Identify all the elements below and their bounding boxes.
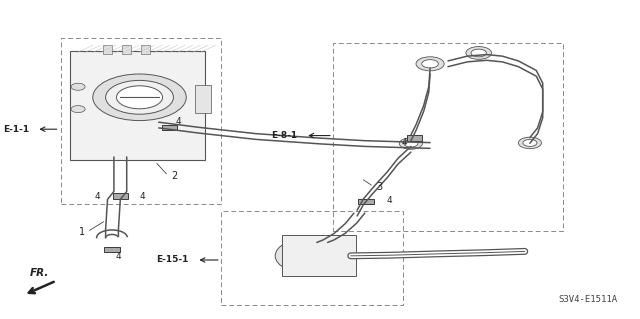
Text: 3: 3 [376, 182, 382, 192]
Text: S3V4-E1511A: S3V4-E1511A [559, 295, 618, 304]
Bar [162, 125, 177, 130]
FancyBboxPatch shape [282, 235, 356, 276]
Text: 1: 1 [79, 227, 85, 237]
Circle shape [294, 247, 330, 265]
Circle shape [71, 106, 85, 113]
Circle shape [71, 83, 85, 90]
Bar [104, 247, 120, 252]
Bar [333, 43, 563, 231]
FancyBboxPatch shape [195, 85, 211, 113]
Bar [122, 45, 131, 54]
Circle shape [471, 49, 486, 57]
Circle shape [275, 237, 349, 274]
Circle shape [399, 138, 422, 149]
Circle shape [422, 60, 438, 68]
Circle shape [285, 242, 339, 269]
Text: 4: 4 [402, 138, 407, 147]
Text: FR.: FR. [30, 268, 49, 278]
Bar [113, 193, 128, 199]
Bar [141, 45, 150, 54]
Circle shape [416, 57, 444, 71]
Text: E-1-1: E-1-1 [3, 125, 29, 134]
FancyBboxPatch shape [70, 51, 205, 160]
Bar [358, 199, 374, 204]
Bar [103, 45, 112, 54]
Bar [61, 38, 221, 204]
Text: E-8-1: E-8-1 [271, 131, 298, 140]
Text: 4: 4 [95, 192, 100, 201]
Circle shape [518, 137, 541, 149]
Bar [221, 211, 403, 305]
Text: 4: 4 [387, 197, 392, 205]
Circle shape [466, 47, 492, 59]
Circle shape [116, 86, 163, 109]
Text: 4: 4 [140, 192, 145, 201]
Text: 4: 4 [116, 252, 121, 261]
Circle shape [106, 80, 173, 114]
Text: 2: 2 [171, 171, 177, 181]
Bar [407, 135, 422, 141]
Circle shape [523, 139, 537, 146]
Text: E-15-1: E-15-1 [156, 256, 189, 264]
Circle shape [404, 140, 418, 147]
Text: 4: 4 [175, 117, 180, 126]
Circle shape [93, 74, 186, 121]
